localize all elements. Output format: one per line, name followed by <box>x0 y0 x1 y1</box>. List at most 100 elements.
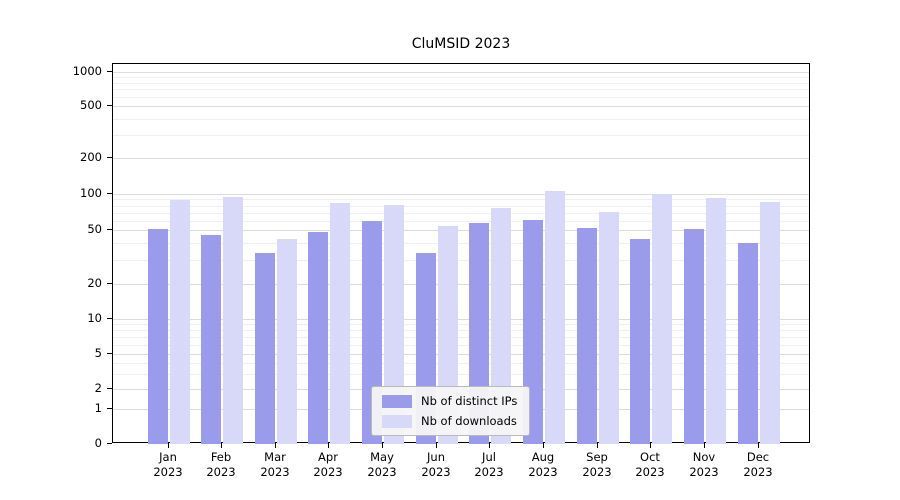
bar-downloads-dec <box>760 202 780 444</box>
gridline-minor <box>113 119 809 120</box>
gridline-minor <box>113 206 809 207</box>
x-tick-label-month: Jun <box>427 450 445 464</box>
bar-downloads-mar <box>277 239 297 444</box>
legend-swatch-distinct-ips <box>382 394 412 408</box>
gridline-major <box>113 106 809 107</box>
y-tick-mark <box>107 318 112 319</box>
bar-distinct-ips-apr <box>308 232 328 444</box>
y-tick-mark <box>107 408 112 409</box>
y-tick-mark <box>107 105 112 106</box>
y-tick-label: 1 <box>94 401 102 415</box>
bar-downloads-aug <box>545 191 565 444</box>
y-tick-mark <box>107 229 112 230</box>
gridline-minor <box>113 345 809 346</box>
gridline-major <box>113 354 809 355</box>
x-tick-label-year: 2023 <box>206 465 236 479</box>
y-tick-label: 1000 <box>72 64 102 78</box>
chart-legend: Nb of distinct IPs Nb of downloads <box>371 386 531 436</box>
y-tick-label: 100 <box>80 186 102 200</box>
x-tick-label-month: Feb <box>210 450 232 464</box>
y-tick-label: 200 <box>80 150 102 164</box>
gridline-major <box>113 284 809 285</box>
legend-item-distinct-ips: Nb of distinct IPs <box>382 394 517 408</box>
x-tick-mark <box>758 443 759 448</box>
gridline-major <box>113 319 809 320</box>
x-tick-label-year: 2023 <box>313 465 343 479</box>
bar-distinct-ips-dec <box>738 243 758 444</box>
x-tick-label-year: 2023 <box>153 465 183 479</box>
y-tick-label: 0 <box>94 436 102 450</box>
x-tick-mark <box>436 443 437 448</box>
x-tick-label-month: Jul <box>482 450 496 464</box>
bar-distinct-ips-feb <box>201 235 221 444</box>
x-tick-label-year: 2023 <box>635 465 665 479</box>
bar-downloads-may <box>384 205 404 444</box>
bar-downloads-feb <box>223 197 243 444</box>
gridline-major <box>113 194 809 195</box>
x-tick-label-year: 2023 <box>260 465 290 479</box>
x-tick-label-year: 2023 <box>474 465 504 479</box>
legend-swatch-downloads <box>382 414 412 428</box>
bar-downloads-apr <box>330 203 350 444</box>
x-tick-label-year: 2023 <box>528 465 558 479</box>
y-tick-mark <box>107 283 112 284</box>
y-tick-label: 5 <box>94 346 102 360</box>
x-tick-label-year: 2023 <box>367 465 397 479</box>
y-tick-mark <box>107 443 112 444</box>
bar-downloads-nov <box>706 198 726 444</box>
x-tick-mark <box>168 443 169 448</box>
gridline-minor <box>113 89 809 90</box>
plot-area: Nb of distinct IPs Nb of downloads <box>112 63 810 444</box>
x-tick-label-year: 2023 <box>421 465 451 479</box>
gridline-minor <box>113 221 809 222</box>
bar-downloads-sep <box>599 212 619 444</box>
x-tick-mark <box>650 443 651 448</box>
y-tick-label: 20 <box>87 276 102 290</box>
x-tick-label-month: Dec <box>746 450 770 464</box>
bar-distinct-ips-jan <box>148 229 168 444</box>
gridline-minor <box>113 260 809 261</box>
gridline-major <box>113 230 809 231</box>
gridline-major <box>113 158 809 159</box>
legend-label-distinct-ips: Nb of distinct IPs <box>421 394 518 408</box>
gridline-minor <box>113 363 809 364</box>
x-tick-mark <box>382 443 383 448</box>
x-tick-mark <box>328 443 329 448</box>
x-tick-label-year: 2023 <box>689 465 719 479</box>
x-tick-label-year: 2023 <box>582 465 612 479</box>
bar-distinct-ips-oct <box>630 239 650 444</box>
legend-label-downloads: Nb of downloads <box>421 414 517 428</box>
x-tick-mark <box>543 443 544 448</box>
x-tick-mark <box>221 443 222 448</box>
y-tick-label: 500 <box>80 98 102 112</box>
x-tick-label-month: May <box>370 450 394 464</box>
y-tick-mark <box>107 193 112 194</box>
gridline-minor <box>113 213 809 214</box>
gridline-minor <box>113 243 809 244</box>
gridline-minor <box>113 77 809 78</box>
x-tick-mark <box>597 443 598 448</box>
x-tick-label-month: Jan <box>159 450 177 464</box>
x-tick-mark <box>489 443 490 448</box>
chart-title: CluMSID 2023 <box>411 36 511 52</box>
gridline-major <box>113 72 809 73</box>
y-tick-mark <box>107 157 112 158</box>
gridline-minor <box>113 374 809 375</box>
legend-item-downloads: Nb of downloads <box>382 414 517 428</box>
x-tick-mark <box>704 443 705 448</box>
x-tick-mark <box>275 443 276 448</box>
bar-downloads-oct <box>652 194 672 444</box>
x-tick-label-month: Aug <box>531 450 555 464</box>
bar-distinct-ips-sep <box>577 228 597 444</box>
bar-downloads-jan <box>170 200 190 444</box>
gridline-minor <box>113 135 809 136</box>
bar-distinct-ips-mar <box>255 253 275 444</box>
y-tick-label: 2 <box>94 381 102 395</box>
gridline-minor <box>113 330 809 331</box>
x-tick-label-month: Sep <box>586 450 608 464</box>
x-tick-label-year: 2023 <box>743 465 773 479</box>
gridline-minor <box>113 199 809 200</box>
x-tick-label-month: Nov <box>692 450 716 464</box>
x-tick-label-month: Oct <box>640 450 660 464</box>
